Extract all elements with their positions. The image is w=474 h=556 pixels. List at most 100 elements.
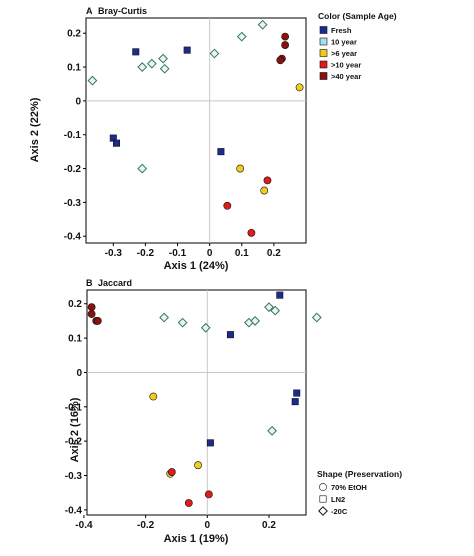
panel-b-x-tick-label: 0 [205, 520, 211, 531]
panel-a-y-tick-label: 0.1 [67, 63, 81, 74]
panel-a-title: Bray-Curtis [98, 6, 147, 16]
panel-b-y-tick-label: -0.4 [65, 505, 83, 516]
panel-a-frame [85, 17, 307, 244]
panel-a-x-tick-label: -0.2 [137, 248, 155, 259]
panel-b-title: Jaccard [98, 278, 132, 288]
color-legend-items: Fresh 10 year >6 year >10 year >40 year [319, 26, 361, 81]
panel-b-y-tick-label: -0.2 [65, 437, 83, 448]
panel-a-point-diamond [158, 53, 168, 64]
panel-b-point-square [206, 439, 214, 447]
color-legend-label: Fresh [331, 26, 352, 35]
panel-a-x-tick-labels: -0.3 -0.2 -0.1 0 0.1 0.2 [105, 243, 281, 259]
color-legend-swatch [319, 26, 328, 34]
panel-a-y-tick-label: 0.2 [67, 29, 81, 40]
panel-b-y-axis-label: Axis 2 (16%) [69, 397, 81, 462]
panel-b-point-diamond [311, 312, 322, 323]
panel-a-y-tick-label: -0.2 [64, 164, 82, 175]
panel-a-point-square [183, 46, 191, 54]
panel-b-zero-lines [87, 290, 306, 515]
panel-a-y-tick-label: -0.1 [64, 130, 82, 141]
shape-legend-title: Shape (Preservation) [317, 469, 402, 479]
panel-a-x-tick-label: 0.2 [267, 248, 281, 259]
panel-b-point-diamond [159, 312, 170, 323]
color-legend-swatch [319, 37, 328, 46]
color-legend-swatch [319, 72, 328, 80]
panel-a-letter: A [86, 6, 93, 16]
panel-a-point-circle [236, 164, 245, 173]
panel-a-point-diamond [87, 75, 98, 86]
panel-b-point-circle [167, 468, 176, 476]
panel-b-y-tick-label: 0.1 [68, 334, 82, 345]
panel-b-point-circle [184, 499, 193, 507]
panel-b-point-diamond [250, 316, 261, 326]
panel-a-point-diamond [236, 31, 247, 42]
panel-a-x-axis-label: Axis 1 (24%) [164, 260, 229, 272]
panel-b-x-tick-label: -0.4 [75, 520, 93, 531]
panel-b-y-tick-label: 0.2 [68, 299, 82, 310]
panel-a-y-tick-label: -0.3 [64, 198, 82, 209]
panel-a-point-circle [260, 186, 269, 195]
color-legend-swatch [319, 60, 328, 69]
panel-b-point-diamond [270, 305, 281, 316]
panel-b-point-circle [204, 490, 213, 499]
panel-a-y-tick-label: 0 [75, 96, 81, 107]
panel-a-point-diamond [257, 19, 268, 30]
panel-b-point-square [226, 331, 234, 339]
shape-legend-label: 70% EtOH [331, 483, 367, 492]
panel-b-point-square [276, 291, 284, 299]
panel-b-x-tick-label: -0.2 [137, 520, 155, 531]
panel-b-x-tick-labels: -0.4 -0.2 0 0.2 [75, 515, 276, 531]
panel-b-x-tick-label: 0.2 [262, 520, 276, 531]
panel-b: B Jaccard -0.4 -0.2 0 0.2 -0.4 -0.3 -0.2 -0.1 0… [65, 278, 322, 545]
color-legend-label: >40 year [331, 72, 361, 81]
panel-b-y-tick-labels: -0.4 -0.3 -0.2 -0.1 0 0.1 0.2 [65, 299, 87, 516]
panel-a-point-square [217, 148, 225, 156]
panel-a-zero-lines [86, 18, 306, 243]
panel-a-point-circle [223, 201, 232, 210]
panel-b-frame [86, 289, 307, 516]
color-legend-title: Color (Sample Age) [318, 11, 397, 21]
panel-b-x-axis-label: Axis 1 (19%) [164, 533, 229, 545]
panel-b-point-circle [93, 317, 102, 325]
panel-a-y-tick-label: -0.4 [64, 232, 82, 243]
color-legend-label: >6 year [331, 49, 357, 58]
panel-a-y-axis-label: Axis 2 (22%) [29, 97, 41, 162]
panel-a-point-diamond [209, 48, 220, 59]
panel-a-point-diamond [137, 62, 148, 72]
panel-a-x-tick-label: 0.1 [235, 248, 249, 259]
panel-b-point-diamond [264, 302, 274, 313]
panel-a-y-tick-labels: -0.4 -0.3 -0.2 -0.1 0 0.1 0.2 [64, 29, 86, 243]
panel-b-y-tick-label: -0.3 [65, 471, 83, 482]
color-legend: Color (Sample Age) Fresh 10 year >6 year >1… [318, 11, 397, 81]
panel-a-point-circle [281, 32, 290, 41]
panel-a-point-circle [276, 56, 285, 65]
color-legend-swatch [319, 49, 328, 57]
panel-a-points [87, 19, 304, 237]
panel-a-point-circle [295, 83, 304, 92]
panel-a-point-diamond [146, 58, 157, 69]
shape-legend-items: 70% EtOH LN2 -20C [318, 483, 367, 516]
shape-legend: Shape (Preservation) 70% EtOH LN2 -20C [317, 469, 402, 516]
panel-b-point-diamond [177, 317, 188, 328]
color-legend-label: >10 year [331, 61, 361, 70]
panel-a: A Bray-Curtis -0.3 -0.2 -0.1 0 0.1 0.2 -0.4-0… [29, 6, 307, 272]
panel-b-point-square [293, 389, 301, 397]
panel-b-points [87, 291, 322, 507]
panel-b-point-diamond [200, 322, 211, 333]
panel-b-point-diamond [267, 425, 277, 436]
panel-a-point-circle [281, 41, 290, 49]
panel-b-point-square [291, 398, 299, 406]
panel-a-point-circle [247, 228, 256, 237]
panel-a-point-square [113, 139, 121, 147]
panel-a-point-square [132, 48, 140, 56]
panel-b-point-circle [87, 310, 96, 318]
panel-a-point-diamond [159, 63, 170, 74]
panel-b-point-circle [87, 303, 96, 312]
panel-a-x-tick-label: -0.1 [169, 248, 187, 259]
panel-b-point-circle [149, 392, 158, 401]
panel-a-x-tick-label: 0 [207, 248, 213, 259]
panel-b-y-tick-label: -0.1 [65, 402, 83, 413]
shape-legend-label: -20C [331, 507, 348, 516]
panel-a-x-tick-label: -0.3 [105, 248, 123, 259]
